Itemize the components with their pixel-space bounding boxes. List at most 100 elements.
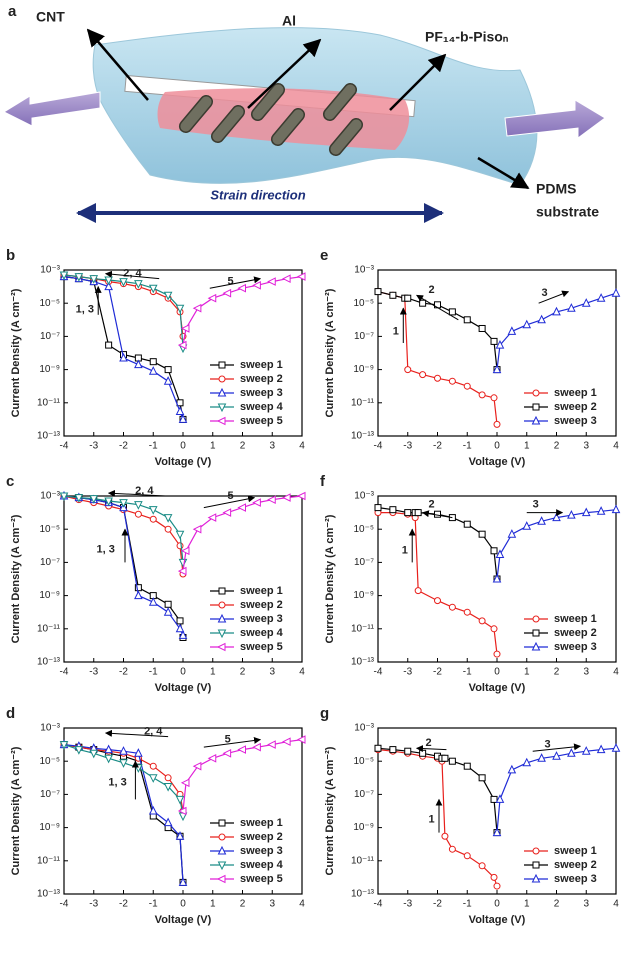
legend-marker — [218, 587, 226, 595]
annotation: 2 — [428, 499, 434, 511]
marker — [148, 506, 158, 515]
y-tick-label: 10⁻³ — [354, 723, 374, 734]
marker — [176, 542, 184, 550]
x-tick-label: -3 — [403, 667, 412, 678]
marker — [282, 493, 291, 502]
marker — [537, 314, 546, 324]
marker — [404, 747, 412, 755]
legend-label: sweep 4 — [240, 627, 284, 639]
series-line — [496, 509, 617, 580]
marker — [89, 495, 99, 504]
marker — [267, 495, 276, 504]
marker — [434, 510, 441, 518]
y-tick-label: 10⁻⁹ — [39, 364, 60, 375]
annotation: 1, 3 — [108, 777, 126, 789]
marker — [180, 324, 190, 333]
marker — [59, 492, 69, 502]
marker — [492, 827, 502, 837]
marker — [89, 275, 99, 284]
y-tick-label: 10⁻⁵ — [353, 524, 374, 535]
marker — [148, 774, 158, 783]
marker — [490, 625, 498, 633]
series-line — [63, 744, 184, 817]
marker — [74, 746, 84, 755]
marker — [134, 280, 143, 289]
chart-panel: d 10⁻³ 10⁻⁵ 10⁻⁷ 10⁻⁹ 10⁻¹¹ 10⁻¹³-4 -3 -2 -1 0 1 2 3 4… — [6, 705, 306, 926]
annotation: 3 — [542, 287, 548, 299]
y-tick-label: 10⁻⁷ — [40, 331, 60, 342]
marker — [175, 623, 185, 633]
marker — [74, 273, 84, 282]
marker — [119, 759, 128, 768]
marker — [252, 498, 261, 507]
x-tick-label: 0 — [494, 441, 500, 452]
y-tick-label: 10⁻⁹ — [353, 822, 374, 833]
marker — [596, 293, 606, 302]
x-tick-label: 2 — [240, 441, 246, 452]
marker — [389, 506, 397, 514]
x-tick-label: 1 — [210, 441, 216, 452]
series-line — [496, 747, 617, 833]
legend-marker — [217, 845, 227, 855]
legend-label: sweep 3 — [554, 873, 597, 885]
legend-label: sweep 5 — [240, 641, 283, 653]
legend-marker — [216, 416, 226, 426]
marker — [178, 630, 188, 639]
annotation: 2 — [426, 737, 432, 749]
legend-label: sweep 5 — [240, 873, 283, 885]
marker — [493, 882, 501, 890]
legend-marker — [216, 874, 226, 884]
annotation: 1, 3 — [76, 304, 94, 316]
marker — [463, 762, 471, 770]
legend-label: sweep 1 — [554, 845, 597, 857]
panel-label: d — [6, 705, 15, 722]
marker — [374, 504, 382, 512]
marker — [490, 873, 498, 881]
x-tick-label: 3 — [583, 441, 589, 452]
x-tick-label: -3 — [403, 899, 412, 910]
series-line — [182, 495, 303, 572]
panel-label: a — [8, 3, 17, 20]
x-tick-label: 3 — [269, 441, 275, 452]
marker — [134, 510, 142, 518]
y-tick-label: 10⁻⁷ — [40, 557, 60, 568]
marker — [490, 337, 498, 345]
panel-label: f — [320, 473, 326, 490]
marker — [404, 509, 412, 517]
marker — [89, 749, 99, 759]
marker — [296, 272, 306, 281]
marker — [463, 608, 471, 616]
legend: sweep 1 sweep 2 sweep 3 sweep 4 sweep 5 — [210, 817, 284, 885]
marker — [237, 745, 246, 754]
marker — [389, 291, 397, 299]
x-tick-label: -3 — [89, 441, 98, 452]
marker — [104, 281, 113, 291]
marker — [149, 358, 157, 366]
marker — [148, 805, 158, 815]
series-line — [182, 739, 303, 812]
x-tick-label: 1 — [524, 899, 530, 910]
marker — [404, 294, 412, 302]
x-tick-label: -4 — [60, 441, 69, 452]
marker — [207, 293, 217, 303]
chart-panel: g 10⁻³ 10⁻⁵ 10⁻⁷ 10⁻⁹ 10⁻¹¹ 10⁻¹³-4 -3 -2 -1 0 1 2 3 4… — [320, 705, 621, 926]
legend-marker — [532, 403, 540, 411]
marker — [463, 852, 471, 860]
x-tick-label: -4 — [374, 441, 383, 452]
legend: sweep 1 sweep 2 sweep 3 — [524, 845, 597, 885]
x-tick-label: 2 — [554, 667, 560, 678]
marker — [163, 782, 173, 792]
legend-marker — [218, 833, 226, 841]
marker — [567, 303, 576, 312]
series-line — [63, 495, 184, 638]
marker — [374, 288, 382, 296]
annotation: 1, 3 — [96, 543, 114, 555]
marker — [163, 291, 173, 301]
marker — [463, 520, 471, 528]
marker — [104, 497, 113, 507]
marker — [596, 744, 606, 754]
marker — [134, 590, 143, 600]
x-tick-label: 0 — [180, 667, 186, 678]
y-tick-label: 10⁻⁹ — [353, 364, 374, 375]
x-tick-label: -1 — [149, 441, 158, 452]
